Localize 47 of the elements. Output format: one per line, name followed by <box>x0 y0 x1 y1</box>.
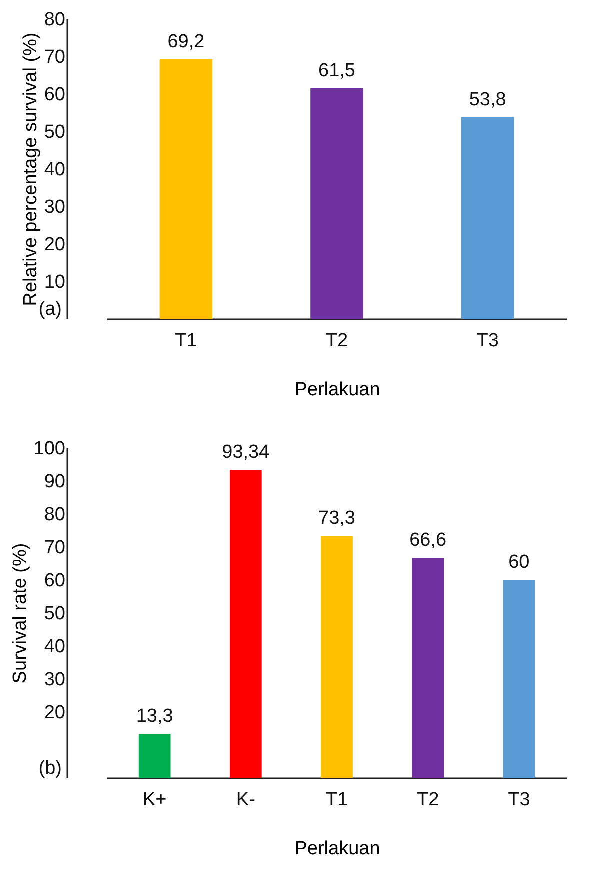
y-tick-label: 10 <box>44 272 66 293</box>
y-tick-label: 60 <box>44 570 66 592</box>
data-label: 60 <box>508 552 530 573</box>
bar <box>461 117 514 319</box>
data-label: 69,2 <box>168 32 205 52</box>
bar <box>230 470 262 778</box>
x-tick-label: K- <box>236 790 256 810</box>
y-tick-label: 70 <box>44 538 66 558</box>
y-tick-label: 90 <box>44 472 66 492</box>
y-tick-label: 70 <box>44 47 66 68</box>
data-label: 13,3 <box>136 706 174 728</box>
y-tick-label: 50 <box>44 122 66 143</box>
bar <box>503 580 536 778</box>
bar <box>412 558 444 778</box>
data-label: 53,8 <box>469 89 506 110</box>
x-tick-label: T3 <box>508 790 530 810</box>
y-tick-label: 20 <box>44 702 66 724</box>
bar <box>160 60 213 319</box>
y-tick-label: 40 <box>44 160 66 180</box>
data-label: 61,5 <box>318 60 356 82</box>
x-tick-label: T3 <box>476 330 499 352</box>
data-label: 66,6 <box>410 530 447 552</box>
x-axis-title: Perlakuan <box>294 838 380 860</box>
y-tick-label: 80 <box>44 504 66 526</box>
data-label: 93,34 <box>222 442 270 463</box>
bar <box>310 88 364 319</box>
y-tick-label: 60 <box>44 84 66 106</box>
x-tick-label: K+ <box>142 790 167 810</box>
x-tick-label: T2 <box>326 330 348 352</box>
x-tick-label: T2 <box>416 790 440 810</box>
x-tick-label: T1 <box>175 330 198 352</box>
y-tick-label: 100 <box>34 438 66 460</box>
x-axis-title: Perlakuan <box>294 380 380 400</box>
y-axis-title: Relative percentage survival (%) <box>20 32 42 306</box>
y-tick-label: 30 <box>44 197 66 218</box>
bar <box>138 734 171 778</box>
y-tick-label: 30 <box>44 670 66 690</box>
data-label: 73,3 <box>318 508 356 530</box>
y-axis-title: Survival rate (%) <box>10 543 31 684</box>
y-tick-label: 50 <box>44 604 66 624</box>
x-tick-label: T1 <box>326 790 348 810</box>
text: (b) <box>38 758 62 779</box>
text: (a) <box>38 299 62 320</box>
y-tick-label: 20 <box>44 234 66 256</box>
bar <box>321 536 353 778</box>
y-tick-label: 80 <box>44 10 66 30</box>
y-tick-label: 40 <box>44 636 66 658</box>
